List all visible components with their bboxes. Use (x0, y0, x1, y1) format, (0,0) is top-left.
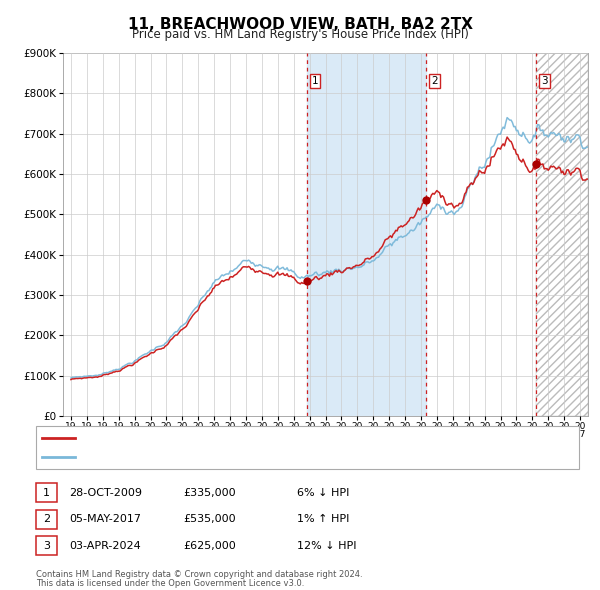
Text: 11, BREACHWOOD VIEW, BATH, BA2 2TX (detached house): 11, BREACHWOOD VIEW, BATH, BA2 2TX (deta… (81, 432, 388, 442)
Text: 12% ↓ HPI: 12% ↓ HPI (297, 541, 356, 550)
Text: Contains HM Land Registry data © Crown copyright and database right 2024.: Contains HM Land Registry data © Crown c… (36, 570, 362, 579)
Text: HPI: Average price, detached house, Bath and North East Somerset: HPI: Average price, detached house, Bath… (81, 453, 433, 463)
Text: 6% ↓ HPI: 6% ↓ HPI (297, 488, 349, 497)
Text: 11, BREACHWOOD VIEW, BATH, BA2 2TX: 11, BREACHWOOD VIEW, BATH, BA2 2TX (128, 17, 473, 31)
Text: £335,000: £335,000 (183, 488, 236, 497)
Text: 28-OCT-2009: 28-OCT-2009 (69, 488, 142, 497)
Text: 1% ↑ HPI: 1% ↑ HPI (297, 514, 349, 524)
Text: 2: 2 (43, 514, 50, 524)
Text: £625,000: £625,000 (183, 541, 236, 550)
Bar (536, 53, 588, 416)
Text: 3: 3 (541, 76, 548, 86)
Text: 05-MAY-2017: 05-MAY-2017 (69, 514, 141, 524)
Text: Price paid vs. HM Land Registry's House Price Index (HPI): Price paid vs. HM Land Registry's House … (131, 28, 469, 41)
Text: 2: 2 (431, 76, 438, 86)
Text: 03-APR-2024: 03-APR-2024 (69, 541, 141, 550)
Text: 1: 1 (43, 488, 50, 497)
Text: 1: 1 (311, 76, 318, 86)
Text: 3: 3 (43, 541, 50, 550)
Text: £535,000: £535,000 (183, 514, 236, 524)
Bar (307, 53, 427, 416)
Text: This data is licensed under the Open Government Licence v3.0.: This data is licensed under the Open Gov… (36, 579, 304, 588)
